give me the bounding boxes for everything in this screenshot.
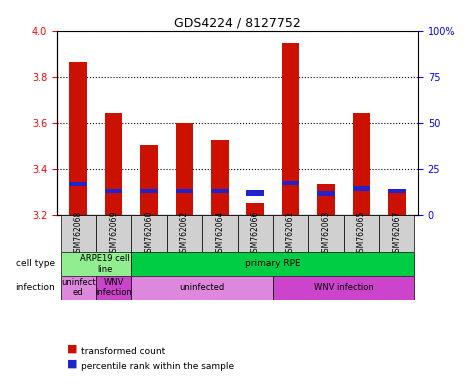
Bar <box>167 215 202 252</box>
Text: GSM762064: GSM762064 <box>215 210 224 257</box>
Text: WNV infection: WNV infection <box>314 283 373 292</box>
Bar <box>211 189 228 193</box>
Text: transformed count: transformed count <box>81 347 165 356</box>
Bar <box>60 215 96 252</box>
Bar <box>273 276 415 300</box>
Bar <box>131 252 415 276</box>
Text: GSM762066: GSM762066 <box>251 210 260 257</box>
Bar <box>140 189 158 193</box>
Bar <box>69 182 87 186</box>
Bar <box>317 184 335 215</box>
Bar <box>238 215 273 252</box>
Bar <box>247 190 264 195</box>
Text: GSM762067: GSM762067 <box>392 210 401 257</box>
Text: uninfected: uninfected <box>180 283 225 292</box>
Bar <box>273 215 308 252</box>
Text: primary RPE: primary RPE <box>245 260 301 268</box>
Bar <box>69 62 87 215</box>
Bar <box>352 113 370 215</box>
Bar <box>176 189 193 193</box>
Bar <box>352 186 370 191</box>
Bar <box>176 123 193 215</box>
Text: percentile rank within the sample: percentile rank within the sample <box>81 362 234 371</box>
Bar <box>247 202 264 215</box>
Text: GSM762069: GSM762069 <box>109 210 118 257</box>
Text: GSM762060: GSM762060 <box>144 210 153 257</box>
Text: ■: ■ <box>66 343 77 353</box>
Text: ARPE19 cell
line: ARPE19 cell line <box>80 254 130 274</box>
Text: GSM762065: GSM762065 <box>357 210 366 257</box>
Bar <box>317 191 335 195</box>
Bar <box>202 215 238 252</box>
Bar <box>308 215 344 252</box>
Bar <box>388 190 406 215</box>
Text: uninfect
ed: uninfect ed <box>61 278 95 297</box>
Bar <box>60 252 131 276</box>
Bar <box>105 113 123 215</box>
Text: cell type: cell type <box>16 260 55 268</box>
Bar <box>344 215 379 252</box>
Text: WNV
infection: WNV infection <box>95 278 132 297</box>
Bar <box>211 140 228 215</box>
Bar <box>282 43 299 215</box>
Bar <box>96 215 131 252</box>
Bar <box>282 180 299 185</box>
Text: GSM762061: GSM762061 <box>286 210 295 257</box>
Bar <box>96 276 131 300</box>
Bar <box>379 215 415 252</box>
Bar <box>60 276 96 300</box>
Text: GSM762063: GSM762063 <box>322 210 331 257</box>
Bar <box>105 189 123 193</box>
Text: infection: infection <box>16 283 55 292</box>
Bar <box>388 189 406 193</box>
Bar <box>140 145 158 215</box>
Title: GDS4224 / 8127752: GDS4224 / 8127752 <box>174 17 301 30</box>
Text: GSM762062: GSM762062 <box>180 210 189 257</box>
Bar <box>131 276 273 300</box>
Text: GSM762068: GSM762068 <box>74 210 83 257</box>
Bar <box>131 215 167 252</box>
Text: ■: ■ <box>66 359 77 369</box>
